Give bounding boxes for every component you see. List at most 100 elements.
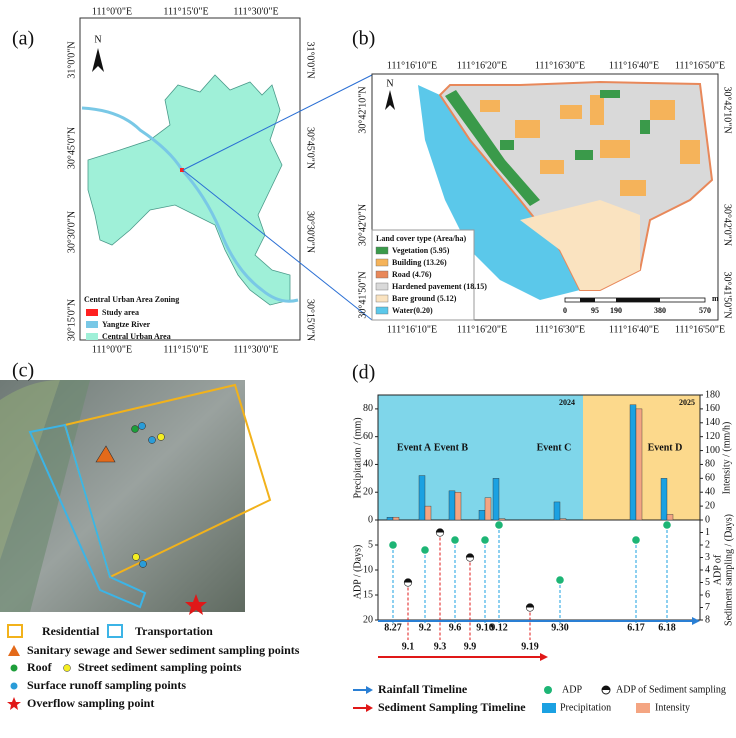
panel-label: (d)	[352, 362, 375, 384]
date-label: 9.1	[402, 641, 415, 652]
x-tick-label: 111°16'30"E	[535, 60, 585, 71]
y-tick-label: 30°42'10"N	[722, 86, 733, 133]
legend-label: Sanitary sewage and Sewer sediment sampl…	[27, 643, 300, 657]
y-axis-label: Precipitation / (mm)	[352, 417, 363, 498]
y-tick-label: 30°42'0"N	[357, 204, 368, 246]
event-label: Event A	[397, 442, 432, 453]
legend-swatch	[542, 703, 556, 713]
y2-tick-label: 180	[705, 389, 720, 400]
scale-label: 0	[563, 306, 567, 315]
panel-label: (b)	[352, 28, 375, 50]
adp-point	[421, 546, 429, 554]
y-tick-label: 31°0'0"N	[66, 41, 77, 78]
intensity-bar	[636, 409, 642, 520]
scale-label: 190	[610, 306, 622, 315]
arrow-head	[366, 704, 373, 712]
date-label: 6.18	[658, 622, 676, 633]
precipitation-bar	[630, 405, 636, 520]
y-tick-label: 20	[363, 487, 373, 498]
legend-label: Surface runoff sampling points	[27, 678, 186, 692]
runoff-point	[149, 437, 156, 444]
legend-label: Yangtze River	[102, 320, 151, 329]
legend-symbol	[7, 697, 21, 710]
legend-label: Overflow sampling point	[27, 696, 154, 710]
page: { "panel_a": {"label": "(a)", "north": "…	[0, 0, 736, 738]
y4-axis-label: Sediment sampling / (Days)	[723, 514, 734, 626]
y3-tick-label: 20	[363, 614, 373, 625]
legend-title: Land cover type (Area/ha)	[376, 234, 466, 243]
legend-swatch	[108, 625, 122, 637]
adp-point	[495, 521, 503, 529]
y-tick-label: 60	[363, 431, 373, 442]
street-point	[133, 554, 140, 561]
precipitation-bar	[387, 517, 393, 520]
legend-swatch	[86, 333, 98, 340]
adp-point	[632, 536, 640, 544]
legend-swatch	[86, 309, 98, 316]
legend-swatch	[376, 259, 388, 266]
x-tick-label: 111°0'0"E	[92, 6, 132, 17]
scale-bar	[565, 298, 705, 302]
legend-label: ADP	[562, 684, 582, 695]
y-tick-label: 30°42'10"N	[357, 86, 368, 133]
y-tick-label: 30°41'50"N	[357, 271, 368, 318]
x-tick-label: 111°16'50"E	[675, 324, 725, 335]
y2-tick-label: 100	[705, 445, 720, 456]
y3-axis-label: ADP / (Days)	[352, 545, 363, 600]
legend-swatch	[376, 307, 388, 314]
legend-label: Vegetation (5.95)	[392, 246, 450, 255]
legend-label: Precipitation	[560, 702, 611, 713]
roof-point	[132, 426, 139, 433]
panel-label: (c)	[12, 360, 34, 382]
y4-tick-label: 5	[705, 577, 710, 588]
y-tick-label: 80	[363, 403, 373, 414]
y4-tick-label: 3	[705, 552, 710, 563]
scale-label: 570	[699, 306, 711, 315]
precipitation-bar	[449, 491, 455, 520]
figure: (a)N111°0'0"E111°0'0"E111°15'0"E111°15'0…	[0, 0, 736, 738]
intensity-bar	[455, 492, 461, 520]
legend-label: Central Urban Area	[102, 332, 171, 341]
intensity-bar	[560, 519, 566, 520]
y-tick-label: 30°42'0"N	[722, 204, 733, 246]
legend-symbol	[544, 686, 552, 694]
date-label: 9.9	[464, 641, 477, 652]
arrow-head	[540, 653, 548, 661]
x-tick-label: 111°15'0"E	[163, 344, 208, 355]
precipitation-bar	[661, 478, 667, 520]
period-label: 2025	[679, 398, 695, 407]
legend-label: Sediment Sampling Timeline	[378, 700, 526, 714]
y4-tick-label: 1	[705, 527, 710, 538]
scale-unit: m	[712, 294, 719, 303]
date-label: 9.2	[419, 622, 432, 633]
x-tick-label: 111°15'0"E	[163, 6, 208, 17]
north-label: N	[386, 78, 393, 89]
y-tick-label: 0	[368, 514, 373, 525]
y-tick-label: 30°30'0"N	[66, 211, 77, 253]
legend-symbol	[11, 683, 18, 690]
y2-axis-label: Intensity / (mm/h)	[721, 422, 732, 495]
legend-label: Residential	[42, 624, 100, 638]
street-point	[158, 434, 165, 441]
date-label: 9.6	[449, 622, 462, 633]
y2-tick-label: 160	[705, 403, 720, 414]
legend-swatch	[376, 283, 388, 290]
legend-symbol	[64, 665, 71, 672]
adp-point	[556, 576, 564, 584]
y-tick-label: 30°45'0"N	[66, 127, 77, 169]
legend-title: Central Urban Area Zoning	[84, 295, 179, 304]
arrow-head	[366, 686, 373, 694]
y4-axis-label: ADP of	[712, 554, 723, 585]
date-label: 8.27	[384, 622, 402, 633]
legend-symbol	[11, 665, 18, 672]
x-tick-label: 111°16'40"E	[609, 324, 659, 335]
event-label: Event C	[537, 442, 572, 453]
y2-tick-label: 60	[705, 473, 715, 484]
y3-tick-label: 5	[368, 539, 373, 550]
event-label: Event B	[434, 442, 469, 453]
y2-tick-label: 0	[705, 514, 710, 525]
intensity-bar	[499, 519, 505, 520]
date-label: 9.12	[490, 622, 508, 633]
legend-swatch	[376, 295, 388, 302]
runoff-point	[139, 423, 146, 430]
